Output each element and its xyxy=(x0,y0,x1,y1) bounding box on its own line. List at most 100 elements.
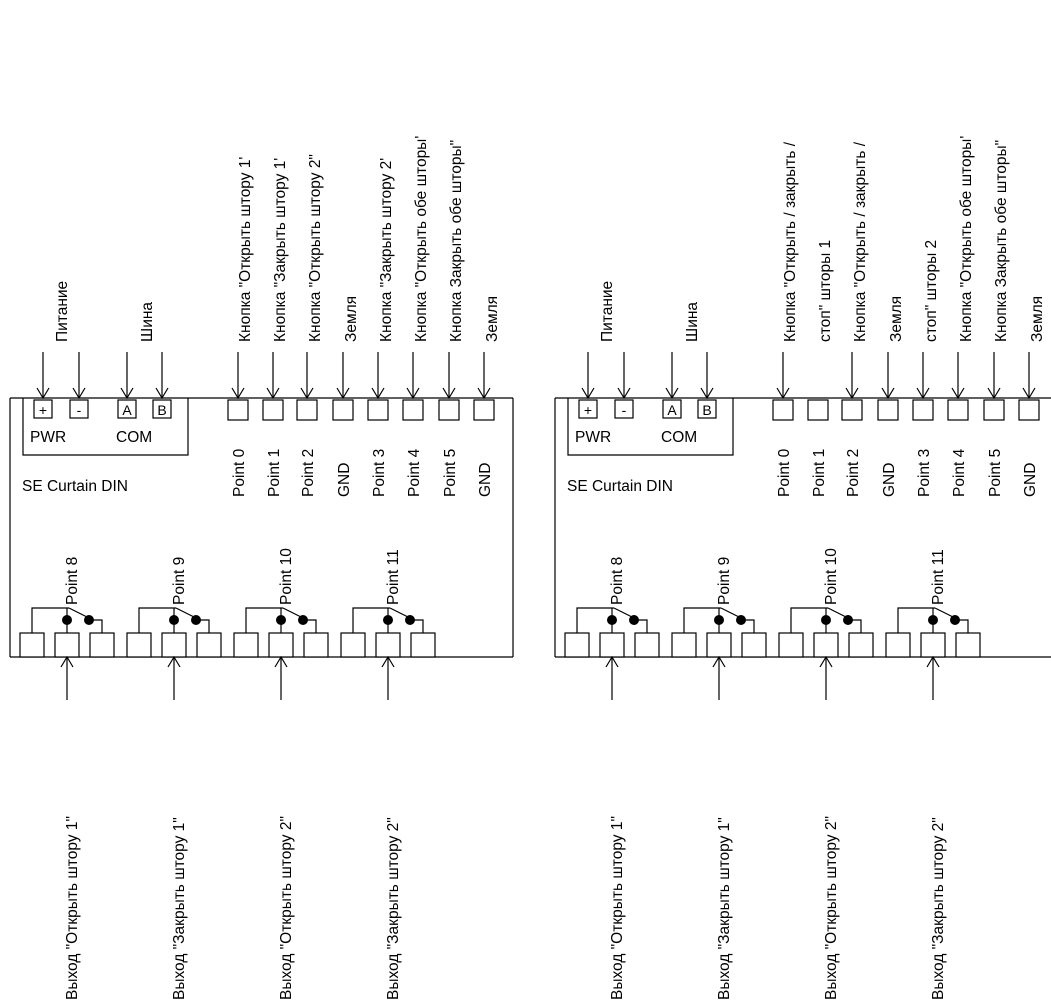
relay-point-label: Point 9 xyxy=(171,557,188,605)
pin-label-0: Point 0 xyxy=(231,448,248,497)
relay-terminal-2 xyxy=(410,632,436,658)
input-label-6: стоп" шторы 2 xyxy=(923,240,940,342)
relay-terminal-1 xyxy=(599,632,625,658)
device-diagram-1: + - A B PWR COM SE Curtain DIN Питание Шина Point… xyxy=(9,136,514,1000)
terminal-top-6 xyxy=(983,399,1005,421)
input-label-3: стоп" шторы 1 xyxy=(817,240,834,342)
relay-10: Point 10 Выход "Открыть штору 2" xyxy=(233,548,329,1000)
input-label-6: Кнопка "Закрыть штору 2' xyxy=(378,158,395,342)
terminal-a xyxy=(662,399,682,419)
relay-terminal-1 xyxy=(268,632,294,658)
pin-label-5: Point 4 xyxy=(951,448,968,497)
terminal-b-label: B xyxy=(157,402,166,418)
relay-output-label: Выход "Закрыть штору 2" xyxy=(385,817,402,1000)
relay-terminal-0 xyxy=(671,632,697,658)
relay-point-label: Point 10 xyxy=(823,548,840,605)
power-label: Питание xyxy=(599,281,616,342)
terminal-minus xyxy=(614,399,634,419)
relay-terminal-1 xyxy=(920,632,946,658)
relay-terminal-2 xyxy=(634,632,660,658)
pin-label-5: Point 4 xyxy=(406,448,423,497)
pin-label-6: Point 5 xyxy=(987,449,1004,497)
relay-contact-dot xyxy=(405,615,415,625)
relay-contact-dot xyxy=(714,615,724,625)
device-name: SE Curtain DIN xyxy=(567,478,673,495)
com-label: COM xyxy=(661,429,697,446)
terminal-minus xyxy=(69,399,89,419)
relay-terminal-0 xyxy=(778,632,804,658)
terminal-b-label: B xyxy=(702,402,711,418)
relay-9: Point 9 Выход "Закрыть штору 1" xyxy=(126,557,222,1000)
relay-output-label: Выход "Открыть штору 2" xyxy=(278,816,295,1000)
pin-label-7: GND xyxy=(477,463,494,497)
relay-contact-dot xyxy=(191,615,201,625)
relay-11: Point 11 Выход "Закрыть штору 2" xyxy=(885,549,981,1000)
relay-terminal-0 xyxy=(564,632,590,658)
relay-contact-dot xyxy=(950,615,960,625)
relay-terminal-2 xyxy=(303,632,329,658)
relay-contact-dot xyxy=(62,615,72,625)
input-label-9: Земля xyxy=(1029,296,1046,342)
relay-point-label: Point 9 xyxy=(716,557,733,605)
terminal-top-3 xyxy=(877,399,899,421)
relay-10: Point 10 Выход "Открыть штору 2" xyxy=(778,548,874,1000)
relay-9: Point 9 Выход "Закрыть штору 1" xyxy=(671,557,767,1000)
relay-terminal-1 xyxy=(161,632,187,658)
relay-output-label: Выход "Закрыть штору 1" xyxy=(716,817,733,1000)
input-label-2: Кнопка "Открыть / закрыть / xyxy=(782,141,799,342)
pwr-com-frame xyxy=(22,398,189,456)
pwr-com-frame xyxy=(567,398,734,456)
relay-point-label: Point 11 xyxy=(385,549,402,605)
input-label-7: Кнопка "Открыть обе шторы' xyxy=(413,136,430,342)
input-label-8: Кнопка Закрыть обе шторы" xyxy=(448,140,465,342)
terminal-top-0 xyxy=(227,399,249,421)
relay-terminal-2 xyxy=(89,632,115,658)
relay-terminal-1 xyxy=(54,632,80,658)
relay-contact-dot xyxy=(821,615,831,625)
relay-contact-dot xyxy=(607,615,617,625)
com-label: COM xyxy=(116,429,152,446)
relay-output-label: Выход "Открыть штору 2" xyxy=(823,816,840,1000)
relay-output-label: Выход "Закрыть штору 1" xyxy=(171,817,188,1000)
relay-contact-dot xyxy=(276,615,286,625)
relay-output-label: Выход "Открыть штору 1" xyxy=(609,816,626,1000)
terminal-top-7 xyxy=(1018,399,1040,421)
relay-terminal-0 xyxy=(126,632,152,658)
relay-point-label: Point 11 xyxy=(930,549,947,605)
terminal-top-4 xyxy=(367,399,389,421)
terminal-plus-label: + xyxy=(584,402,592,418)
terminal-a-label: A xyxy=(122,402,132,418)
power-label: Питание xyxy=(54,281,71,342)
input-label-3: Кнопка "Закрыть штору 1' xyxy=(272,158,289,342)
input-label-5: Земля xyxy=(888,296,905,342)
relay-8: Point 8 Выход "Открыть штору 1" xyxy=(19,557,115,1000)
relay-output-label: Выход "Закрыть штору 2" xyxy=(930,817,947,1000)
relay-terminal-1 xyxy=(375,632,401,658)
relay-terminal-2 xyxy=(848,632,874,658)
terminal-plus xyxy=(33,399,53,419)
relay-terminal-0 xyxy=(885,632,911,658)
relay-contact-dot xyxy=(298,615,308,625)
terminal-b xyxy=(152,399,172,419)
input-label-2: Кнопка "Открыть штору 1' xyxy=(237,157,254,342)
bus-label: Шина xyxy=(139,302,156,342)
input-label-7: Кнопка "Открыть обе шторы' xyxy=(958,136,975,342)
terminal-top-1 xyxy=(262,399,284,421)
terminal-top-7 xyxy=(473,399,495,421)
pin-label-1: Point 1 xyxy=(811,449,828,497)
terminal-top-4 xyxy=(912,399,934,421)
pin-label-2: Point 2 xyxy=(845,449,862,497)
terminal-top-5 xyxy=(402,399,424,421)
pin-label-3: GND xyxy=(881,463,898,497)
pin-label-3: GND xyxy=(336,463,353,497)
relay-contact-dot xyxy=(629,615,639,625)
pin-label-1: Point 1 xyxy=(266,449,283,497)
terminal-minus-label: - xyxy=(77,402,82,418)
terminal-top-5 xyxy=(947,399,969,421)
terminal-top-6 xyxy=(438,399,460,421)
relay-contact-dot xyxy=(84,615,94,625)
bus-label: Шина xyxy=(684,302,701,342)
terminal-plus xyxy=(578,399,598,419)
terminal-top-2 xyxy=(841,399,863,421)
